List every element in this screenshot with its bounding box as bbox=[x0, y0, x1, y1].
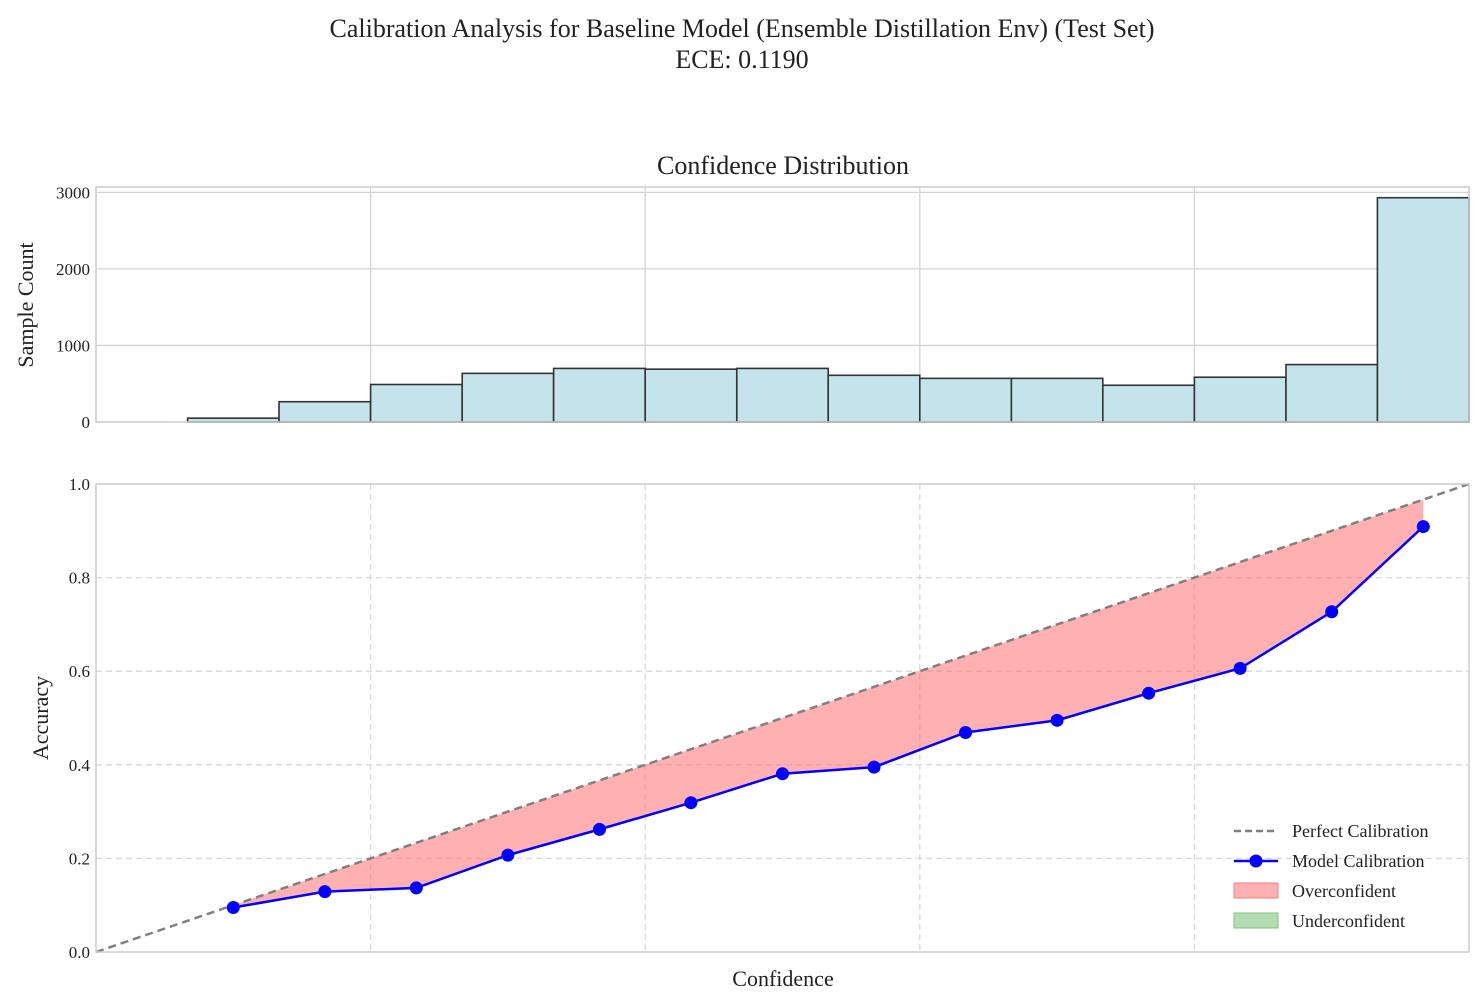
histogram-bar bbox=[1193, 376, 1287, 423]
reliability-y-tick-label: 0.8 bbox=[69, 569, 90, 588]
model-calibration-point bbox=[1142, 686, 1156, 700]
model-calibration-point bbox=[501, 848, 515, 862]
reliability-x-axis-label: Confidence bbox=[732, 966, 833, 991]
legend: Perfect Calibration Model Calibration Ov… bbox=[1233, 821, 1428, 931]
legend-perfect-calibration-label: Perfect Calibration bbox=[1292, 821, 1428, 841]
histogram-bar bbox=[369, 383, 463, 423]
legend-underconfident-label: Underconfident bbox=[1292, 911, 1405, 931]
model-calibration-point bbox=[1233, 661, 1247, 675]
model-calibration-point bbox=[1416, 520, 1430, 534]
histogram-bar bbox=[461, 372, 555, 423]
model-calibration-line bbox=[233, 525, 1425, 909]
reliability-y-tick-label: 0.6 bbox=[69, 662, 90, 681]
reliability-y-tick-label: 1.0 bbox=[69, 475, 90, 494]
reliability-y-axis-label: Accuracy bbox=[28, 676, 53, 760]
histogram-bar bbox=[552, 367, 647, 423]
histogram-bar bbox=[644, 368, 738, 423]
reliability-y-tick-label: 0.0 bbox=[69, 943, 90, 962]
histogram-title: Confidence Distribution bbox=[657, 151, 909, 180]
model-calibration-point bbox=[776, 767, 789, 781]
legend-model-calibration-label: Model Calibration bbox=[1292, 851, 1424, 871]
model-calibration-point bbox=[959, 726, 973, 740]
figure-subtitle-ece: ECE: 0.1190 bbox=[675, 45, 808, 74]
model-calibration-point bbox=[409, 881, 423, 895]
reliability-y-tick-label: 0.4 bbox=[69, 756, 91, 775]
reliability-diagram: Accuracy Confidence 0.0 0.2 0.4 0.6 0.8 1.0 P… bbox=[28, 475, 1470, 991]
model-calibration-point bbox=[592, 822, 606, 836]
model-calibration-point bbox=[867, 760, 881, 774]
histogram-bar bbox=[1010, 377, 1104, 423]
histogram-bar bbox=[1376, 196, 1470, 423]
histogram-y-axis-label: Sample Count bbox=[13, 242, 38, 367]
reliability-frame bbox=[95, 483, 1470, 953]
legend-underconfident-swatch bbox=[1233, 912, 1279, 929]
legend-overconfident-swatch bbox=[1233, 882, 1279, 899]
reliability-y-tick-label: 0.2 bbox=[69, 849, 90, 868]
model-calibration-point bbox=[684, 796, 698, 810]
model-calibration-point bbox=[1325, 605, 1339, 619]
histogram-bar bbox=[918, 377, 1013, 423]
legend-model-calibration-marker bbox=[1249, 854, 1263, 868]
histogram-y-tick-label: 2000 bbox=[56, 260, 90, 279]
histogram-bar bbox=[735, 367, 830, 423]
histogram-frame bbox=[95, 186, 1470, 423]
model-calibration-point bbox=[1050, 713, 1064, 727]
histogram-bar bbox=[1102, 384, 1196, 423]
perfect-calibration-line bbox=[95, 482, 1470, 954]
legend-overconfident-label: Overconfident bbox=[1292, 881, 1396, 901]
histogram-y-tick-label: 0 bbox=[82, 413, 91, 432]
figure-title: Calibration Analysis for Baseline Model … bbox=[330, 14, 1155, 43]
histogram-bar bbox=[1285, 363, 1379, 423]
histogram-y-tick-label: 3000 bbox=[56, 183, 90, 202]
confidence-histogram: Confidence Distribution Sample Count 0 10… bbox=[13, 151, 1470, 432]
model-calibration-point bbox=[318, 885, 332, 899]
model-calibration-point bbox=[226, 901, 240, 915]
histogram-bar bbox=[827, 374, 921, 423]
histogram-bar bbox=[278, 400, 372, 423]
histogram-y-tick-label: 1000 bbox=[56, 336, 90, 355]
